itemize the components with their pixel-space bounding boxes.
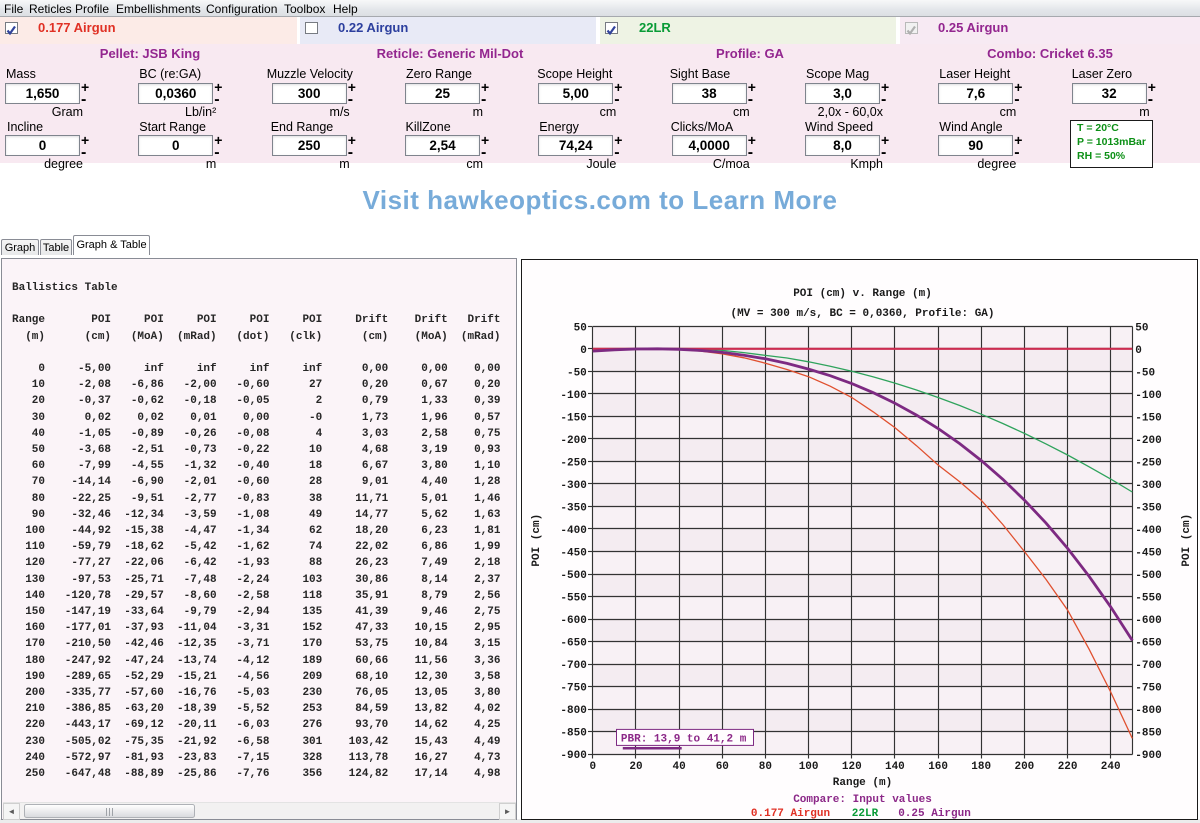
svg-text:-750: -750 bbox=[560, 683, 586, 695]
svg-text:200: 200 bbox=[1014, 761, 1034, 773]
svg-text:-100: -100 bbox=[1135, 390, 1161, 402]
svg-text:Compare: Input values: Compare: Input values bbox=[793, 794, 932, 806]
svg-text:-100: -100 bbox=[560, 390, 586, 402]
svg-text:(MV = 300 m/s, BC = 0,0360, Pr: (MV = 300 m/s, BC = 0,0360, Profile: GA) bbox=[730, 308, 994, 320]
svg-text:0: 0 bbox=[589, 761, 596, 773]
svg-text:0.25 Airgun: 0.25 Airgun bbox=[898, 808, 971, 820]
svg-text:-900: -900 bbox=[560, 750, 586, 762]
svg-text:-200: -200 bbox=[560, 435, 586, 447]
svg-text:240: 240 bbox=[1101, 761, 1121, 773]
svg-text:-300: -300 bbox=[560, 480, 586, 492]
svg-text:80: 80 bbox=[759, 761, 772, 773]
svg-text:POI (cm) v. Range (m): POI (cm) v. Range (m) bbox=[793, 288, 932, 300]
svg-text:-600: -600 bbox=[1135, 615, 1161, 627]
svg-text:POI (cm): POI (cm) bbox=[1181, 514, 1193, 567]
svg-text:PBR: 13,9 to 41,2 m: PBR: 13,9 to 41,2 m bbox=[621, 733, 747, 745]
svg-text:-200: -200 bbox=[1135, 435, 1161, 447]
svg-text:-450: -450 bbox=[560, 548, 586, 560]
svg-text:-150: -150 bbox=[560, 412, 586, 424]
svg-text:60: 60 bbox=[716, 761, 729, 773]
svg-text:-800: -800 bbox=[560, 705, 586, 717]
svg-text:100: 100 bbox=[799, 761, 819, 773]
svg-text:20: 20 bbox=[629, 761, 642, 773]
svg-text:50: 50 bbox=[1135, 322, 1148, 334]
svg-text:-150: -150 bbox=[1135, 412, 1161, 424]
svg-text:POI (cm): POI (cm) bbox=[531, 514, 543, 567]
svg-text:-400: -400 bbox=[560, 525, 586, 537]
svg-text:-700: -700 bbox=[1135, 660, 1161, 672]
svg-text:-850: -850 bbox=[1135, 728, 1161, 740]
svg-text:-900: -900 bbox=[1135, 750, 1161, 762]
svg-text:220: 220 bbox=[1058, 761, 1078, 773]
svg-text:0.177 Airgun: 0.177 Airgun bbox=[751, 808, 830, 820]
svg-text:Range (m): Range (m) bbox=[833, 777, 892, 789]
svg-text:-500: -500 bbox=[560, 570, 586, 582]
svg-text:-350: -350 bbox=[560, 503, 586, 515]
svg-text:-800: -800 bbox=[1135, 705, 1161, 717]
svg-text:-650: -650 bbox=[1135, 638, 1161, 650]
svg-text:140: 140 bbox=[885, 761, 905, 773]
svg-text:-650: -650 bbox=[560, 638, 586, 650]
svg-text:-850: -850 bbox=[560, 728, 586, 740]
svg-text:160: 160 bbox=[928, 761, 948, 773]
svg-text:120: 120 bbox=[842, 761, 862, 773]
svg-text:-600: -600 bbox=[560, 615, 586, 627]
svg-text:-400: -400 bbox=[1135, 525, 1161, 537]
svg-text:-450: -450 bbox=[1135, 548, 1161, 560]
svg-text:0: 0 bbox=[580, 345, 587, 357]
svg-text:-250: -250 bbox=[1135, 457, 1161, 469]
svg-text:-250: -250 bbox=[560, 457, 586, 469]
svg-text:-550: -550 bbox=[560, 593, 586, 605]
svg-text:-300: -300 bbox=[1135, 480, 1161, 492]
svg-text:180: 180 bbox=[971, 761, 991, 773]
svg-text:0: 0 bbox=[1135, 345, 1142, 357]
svg-text:-550: -550 bbox=[1135, 593, 1161, 605]
svg-text:-50: -50 bbox=[1135, 367, 1155, 379]
svg-text:-500: -500 bbox=[1135, 570, 1161, 582]
svg-text:-700: -700 bbox=[560, 660, 586, 672]
svg-text:-750: -750 bbox=[1135, 683, 1161, 695]
svg-text:40: 40 bbox=[672, 761, 685, 773]
svg-text:-50: -50 bbox=[567, 367, 587, 379]
svg-text:-350: -350 bbox=[1135, 503, 1161, 515]
svg-text:50: 50 bbox=[574, 322, 587, 334]
svg-text:22LR: 22LR bbox=[852, 808, 879, 820]
